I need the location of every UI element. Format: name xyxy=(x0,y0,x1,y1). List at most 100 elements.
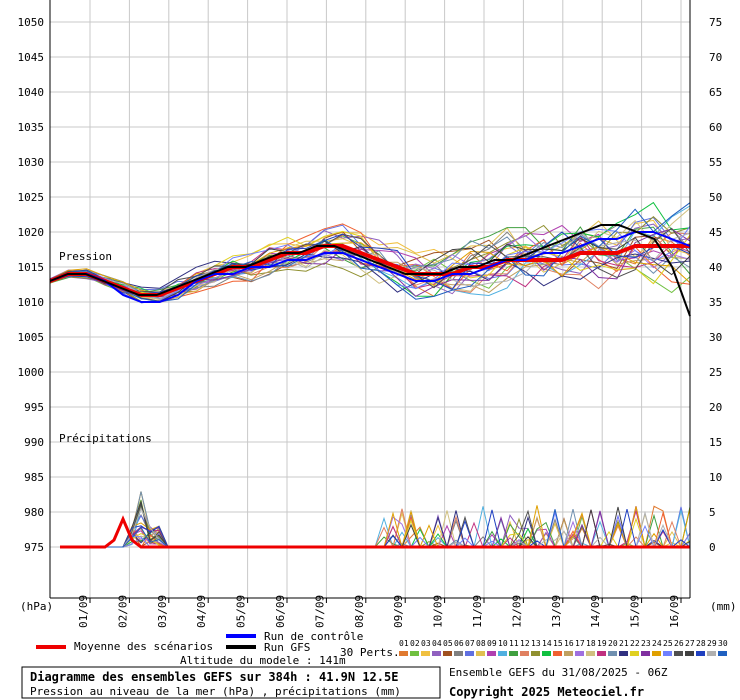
left-tick-label: 1050 xyxy=(18,16,45,29)
x-tick-label: 09/09 xyxy=(392,595,405,628)
legend-perts: 30 Perts. xyxy=(340,646,400,659)
pert-number: 26 xyxy=(674,639,684,648)
pert-swatch xyxy=(454,651,463,656)
x-tick-label: 04/09 xyxy=(195,595,208,628)
pert-swatch xyxy=(410,651,419,656)
x-tick-label: 05/09 xyxy=(235,595,248,628)
annotation-pression: Pression xyxy=(59,250,112,263)
left-tick-label: 990 xyxy=(24,436,44,449)
main-series xyxy=(49,224,691,549)
mean-precip-line xyxy=(60,515,690,549)
info-box xyxy=(21,666,441,699)
perturbation-legend: 01 02 03 04 05 06 07 08 09 10 11 12 13 14 15 16 17 18 19 20… xyxy=(399,639,728,656)
left-tick-label: 1030 xyxy=(18,156,45,169)
pert-swatch xyxy=(531,651,540,656)
pert-number: 02 xyxy=(410,639,420,648)
left-tick-label: 1020 xyxy=(18,226,45,239)
pert-swatch xyxy=(685,651,694,656)
pert-number: 10 xyxy=(498,639,508,648)
pert-number: 01 xyxy=(399,639,409,648)
pert-number: 11 xyxy=(509,639,519,648)
x-tick-label: 02/09 xyxy=(116,595,129,628)
pert-pressure-line xyxy=(49,231,691,300)
pert-number: 06 xyxy=(454,639,464,648)
pert-number: 14 xyxy=(542,639,552,648)
pert-swatch xyxy=(465,651,474,656)
pert-number: 15 xyxy=(553,639,563,648)
model-altitude: Altitude du modele : 141m xyxy=(180,654,346,667)
pert-swatch xyxy=(476,651,485,656)
info-subtitle: Pression au niveau de la mer (hPa) , pré… xyxy=(30,685,401,698)
series-line-2 xyxy=(49,224,691,317)
pert-number: 13 xyxy=(531,639,541,648)
right-tick-label: 65 xyxy=(709,86,722,99)
left-tick-label: 1005 xyxy=(18,331,45,344)
pert-swatch xyxy=(520,651,529,656)
right-tick-label: 40 xyxy=(709,261,722,274)
right-tick-label: 25 xyxy=(709,366,722,379)
right-tick-label: 50 xyxy=(709,191,722,204)
pert-swatch xyxy=(696,651,705,656)
legend-mean: Moyenne des scénarios xyxy=(74,640,213,653)
series-line-1 xyxy=(49,231,691,303)
right-tick-label: 5 xyxy=(709,506,716,519)
pert-number: 18 xyxy=(586,639,596,648)
left-tick-label: 980 xyxy=(24,506,44,519)
legend-control: Run de contrôle xyxy=(264,630,363,643)
pert-swatch xyxy=(487,651,496,656)
right-tick-label: 20 xyxy=(709,401,722,414)
x-tick-label: 16/09 xyxy=(668,595,681,628)
pert-number: 03 xyxy=(421,639,431,648)
right-tick-label: 10 xyxy=(709,471,722,484)
pert-number: 22 xyxy=(630,639,640,648)
pert-swatch xyxy=(399,651,408,656)
pert-number: 24 xyxy=(652,639,662,648)
right-tick-label: 0 xyxy=(709,541,716,554)
x-tick-label: 08/09 xyxy=(353,595,366,628)
left-tick-label: 1010 xyxy=(18,296,45,309)
x-tick-label: 07/09 xyxy=(313,595,326,628)
right-axis-unit: (mm) xyxy=(710,600,737,613)
left-tick-label: 1015 xyxy=(18,261,45,274)
pert-swatch xyxy=(564,651,573,656)
pert-swatch xyxy=(553,651,562,656)
pert-swatch xyxy=(421,651,430,656)
right-tick-label: 45 xyxy=(709,226,722,239)
run-info: Ensemble GEFS du 31/08/2025 - 06Z xyxy=(449,666,668,679)
pert-swatch xyxy=(641,651,650,656)
left-tick-label: 1000 xyxy=(18,366,45,379)
x-tick-label: 15/09 xyxy=(629,595,642,628)
pert-swatch xyxy=(619,651,628,656)
x-tick-label: 06/09 xyxy=(274,595,287,628)
right-tick-label: 70 xyxy=(709,51,722,64)
pert-number: 04 xyxy=(432,639,442,648)
x-tick-label: 11/09 xyxy=(471,595,484,628)
left-tick-label: 1040 xyxy=(18,86,45,99)
pert-pressure-line xyxy=(49,231,691,295)
right-tick-label: 60 xyxy=(709,121,722,134)
left-tick-label: 1035 xyxy=(18,121,45,134)
x-tick-label: 01/09 xyxy=(77,595,90,628)
pert-swatch xyxy=(674,651,683,656)
x-tick-label: 14/09 xyxy=(589,595,602,628)
x-tick-label: 12/09 xyxy=(510,595,523,628)
left-tick-label: 975 xyxy=(24,541,44,554)
pert-number: 28 xyxy=(696,639,706,648)
annotation-precipitations: Précipitations xyxy=(59,432,152,445)
legend-gfs: Run GFS xyxy=(264,641,310,654)
legend-swatch-control xyxy=(226,634,256,638)
pert-swatch xyxy=(498,651,507,656)
pert-swatch xyxy=(509,651,518,656)
pert-number: 21 xyxy=(619,639,629,648)
right-tick-label: 15 xyxy=(709,436,722,449)
copyright: Copyright 2025 Meteociel.fr xyxy=(449,685,644,699)
left-axis-unit: (hPa) xyxy=(20,600,53,613)
pert-number: 17 xyxy=(575,639,585,648)
right-tick-label: 30 xyxy=(709,331,722,344)
pert-number: 07 xyxy=(465,639,475,648)
pert-number: 05 xyxy=(443,639,453,648)
pert-number: 08 xyxy=(476,639,486,648)
legend-swatch-gfs xyxy=(226,645,256,649)
